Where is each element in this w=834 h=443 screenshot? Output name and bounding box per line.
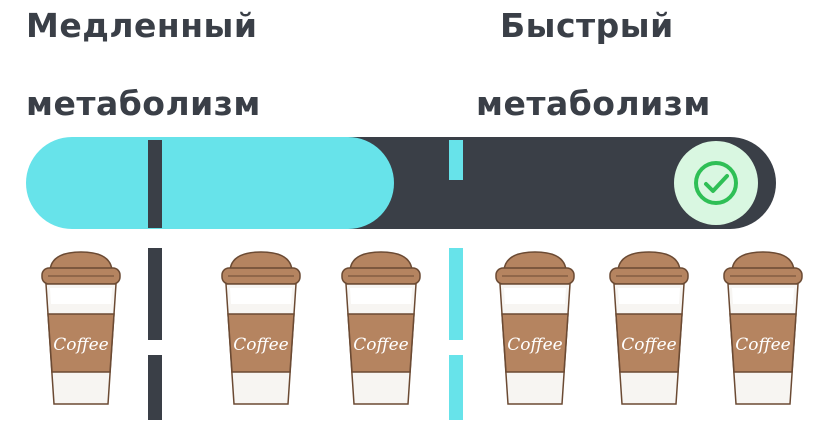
- coffee-label: Coffee: [621, 335, 676, 355]
- slow-divider-bottom: [148, 355, 162, 420]
- fast-divider-bottom: [449, 355, 463, 420]
- coffee-label: Coffee: [507, 335, 562, 355]
- slow-coffee-cup-icon: Coffee: [336, 248, 426, 408]
- fast-coffee-cup-icon: Coffee: [604, 248, 694, 408]
- fast-metabolism-title-line1: Быстрый: [500, 6, 674, 45]
- metabolism-progress-bar: [26, 137, 776, 229]
- coffee-label: Coffee: [353, 335, 408, 355]
- slow-metabolism-title-line2: метаболизм: [26, 84, 261, 123]
- fast-coffee-cup-icon: Coffee: [490, 248, 580, 408]
- fast-coffee-cup-icon: Coffee: [718, 248, 808, 408]
- slow-coffee-cup-icon: Coffee: [216, 248, 306, 408]
- slow-divider-mid: [148, 248, 162, 340]
- fast-divider-top: [449, 140, 463, 180]
- coffee-label: Coffee: [233, 335, 288, 355]
- coffee-label: Coffee: [53, 335, 108, 355]
- progress-fill: [26, 137, 394, 229]
- slow-divider-top: [148, 140, 162, 228]
- check-icon: [674, 141, 758, 225]
- coffee-label: Coffee: [735, 335, 790, 355]
- fast-metabolism-title-line2: метаболизм: [476, 84, 711, 123]
- slow-coffee-cup-icon: Coffee: [36, 248, 126, 408]
- fast-divider-mid: [449, 248, 463, 340]
- slow-metabolism-title-line1: Медленный: [26, 6, 258, 45]
